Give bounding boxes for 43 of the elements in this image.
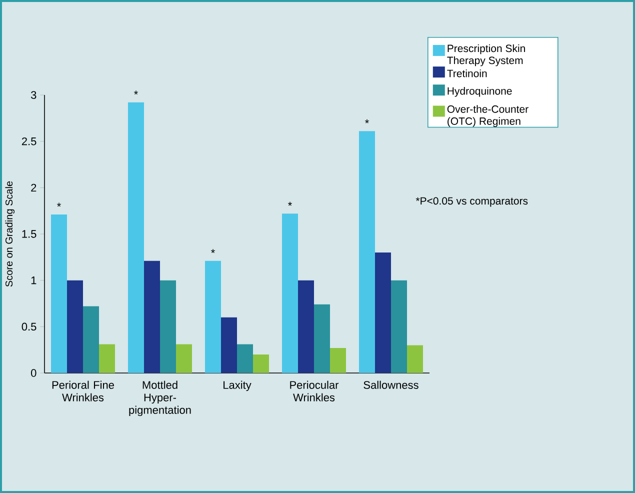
y-tick-label: 2.5 [22,137,36,146]
bar [358,131,375,373]
bar [160,280,176,373]
bar [51,214,67,373]
bar [374,252,391,373]
bar [391,280,407,373]
y-tick-label: 2 [31,184,36,192]
bar [176,344,192,373]
bar [144,260,160,373]
x-tick-label: Perioral Fine Wrinkles [52,380,114,402]
legend-label: Tretinoin [447,69,487,78]
x-tick-label: Laxity [224,380,252,392]
y-tick-label: 1 [31,276,36,284]
bar [253,354,269,373]
annotation: * [57,202,61,207]
x-tick-label: Mottled Hyper-pigmentation [129,380,191,416]
annotation: * [211,249,215,253]
bar [282,214,298,373]
bar [205,260,221,373]
bar [330,348,346,373]
y-axis-title: Score on Grading Scale [5,181,15,287]
bar [298,280,314,373]
y-tick-label: 0 [31,369,36,377]
bar [237,344,253,373]
bar [128,102,144,373]
annotation: * [288,202,292,206]
legend-label: Over-the-Counter (OTC) Regimen [447,105,528,127]
y-tick-label: 3 [31,91,36,99]
bar [221,317,237,373]
bar [99,344,115,373]
legend-label: Prescription Skin Therapy System [447,44,525,66]
bar [407,345,423,373]
y-tick-label: 0.5 [22,322,36,331]
bar [314,304,330,373]
annotation: *P<0.05 vs comparators [416,197,528,207]
x-tick-label: Periocular Wrinkles [290,380,339,402]
legend-label: Hydroquinone [448,87,512,97]
annotation: * [365,119,369,124]
bar [67,280,83,373]
y-tick-label: 1.5 [22,230,36,238]
text: * [134,90,138,95]
bar [83,306,99,373]
x-tick-label: Sallowness [364,380,418,389]
